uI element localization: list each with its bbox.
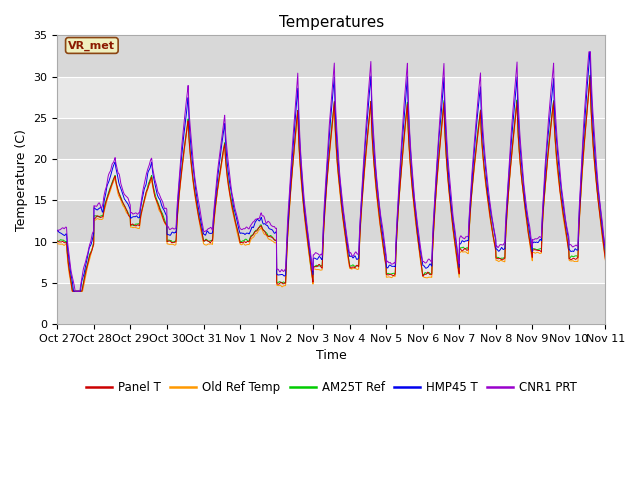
Bar — [58, 241, 605, 283]
Old Ref Temp — [54, 240, 61, 246]
AM25T Ref — [54, 239, 61, 244]
Bar — [58, 159, 605, 201]
Legend: Panel T, Old Ref Temp, AM25T Ref, HMP45 T, CNR1 PRT: Panel T, Old Ref Temp, AM25T Ref, HMP45 … — [81, 377, 582, 399]
CNR1 PRT — [585, 49, 593, 55]
AM25T Ref — [602, 254, 609, 260]
Panel T — [360, 182, 367, 188]
Old Ref Temp — [602, 257, 609, 263]
HMP45 T — [602, 248, 609, 253]
Panel T — [68, 288, 76, 294]
HMP45 T — [568, 248, 576, 254]
AM25T Ref — [348, 263, 355, 269]
AM25T Ref — [568, 253, 576, 259]
HMP45 T — [554, 144, 561, 150]
AM25T Ref — [360, 180, 367, 186]
CNR1 PRT — [568, 244, 576, 250]
Text: VR_met: VR_met — [68, 40, 115, 50]
CNR1 PRT — [554, 137, 561, 143]
Line: HMP45 T: HMP45 T — [58, 52, 605, 291]
CNR1 PRT — [207, 225, 214, 230]
Old Ref Temp — [586, 77, 594, 83]
HMP45 T — [70, 288, 77, 294]
Line: Old Ref Temp: Old Ref Temp — [58, 80, 605, 291]
Panel T — [54, 238, 61, 244]
Bar — [58, 36, 605, 77]
Line: CNR1 PRT: CNR1 PRT — [58, 52, 605, 291]
Line: AM25T Ref: AM25T Ref — [58, 75, 605, 291]
Panel T — [348, 265, 355, 271]
Old Ref Temp — [554, 165, 561, 171]
CNR1 PRT — [348, 251, 355, 257]
AM25T Ref — [491, 241, 499, 247]
CNR1 PRT — [491, 230, 499, 236]
HMP45 T — [586, 49, 594, 55]
Old Ref Temp — [348, 266, 355, 272]
Bar — [58, 118, 605, 159]
Old Ref Temp — [568, 258, 576, 264]
Panel T — [586, 73, 594, 79]
Bar — [58, 201, 605, 241]
Panel T — [568, 256, 576, 262]
HMP45 T — [491, 232, 499, 238]
Line: Panel T: Panel T — [58, 76, 605, 291]
CNR1 PRT — [602, 245, 609, 251]
HMP45 T — [54, 228, 61, 233]
AM25T Ref — [586, 72, 594, 78]
Panel T — [602, 256, 609, 262]
HMP45 T — [360, 170, 367, 176]
Old Ref Temp — [491, 243, 499, 249]
HMP45 T — [348, 253, 355, 259]
Bar — [58, 283, 605, 324]
AM25T Ref — [207, 238, 214, 243]
HMP45 T — [207, 230, 214, 236]
Panel T — [207, 240, 214, 246]
Panel T — [491, 242, 499, 248]
Old Ref Temp — [68, 288, 76, 294]
Title: Temperatures: Temperatures — [279, 15, 384, 30]
Old Ref Temp — [360, 185, 367, 191]
Old Ref Temp — [207, 241, 214, 247]
CNR1 PRT — [360, 164, 367, 170]
CNR1 PRT — [54, 228, 61, 234]
Bar — [58, 77, 605, 118]
CNR1 PRT — [71, 288, 79, 294]
AM25T Ref — [69, 288, 77, 294]
Y-axis label: Temperature (C): Temperature (C) — [15, 129, 28, 231]
X-axis label: Time: Time — [316, 349, 347, 362]
Panel T — [554, 159, 561, 165]
AM25T Ref — [554, 160, 561, 166]
